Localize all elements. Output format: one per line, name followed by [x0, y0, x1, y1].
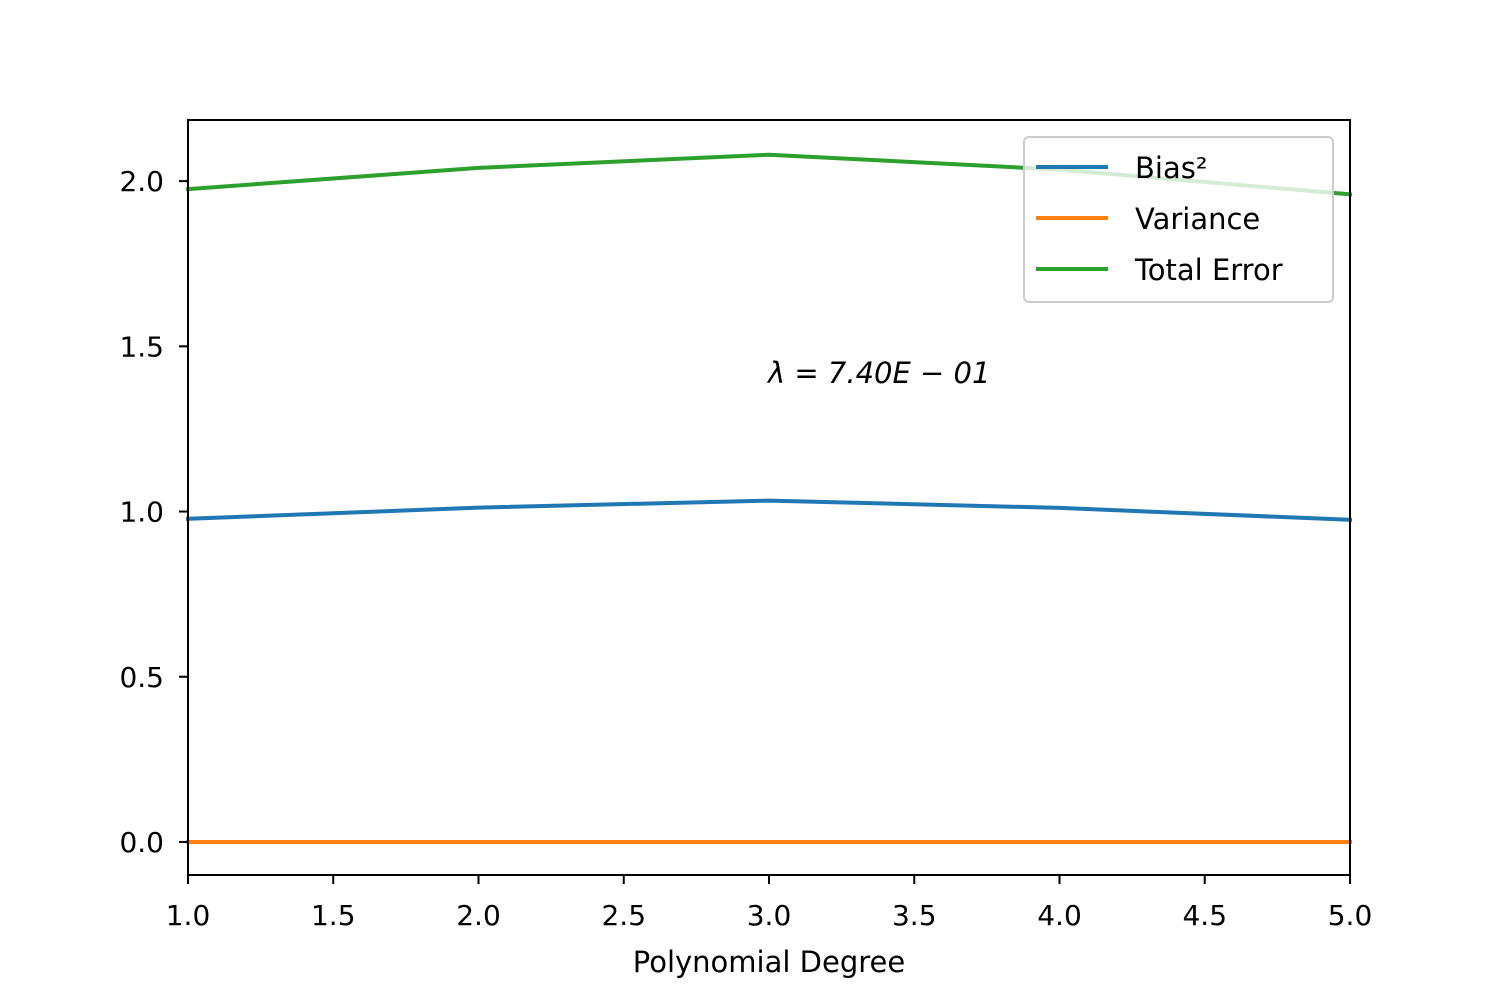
series-line-bias [185, 498, 1353, 522]
y-tick-label: 1.5 [119, 330, 164, 363]
legend-label-variance: Variance [1135, 202, 1260, 236]
y-tick-label: 2.0 [119, 165, 164, 198]
legend-box [1023, 136, 1334, 303]
lambda-annotation: λ = 7.40E − 01 [766, 356, 990, 390]
x-tick-label: 4.5 [1182, 899, 1227, 932]
x-tick-label: 1.5 [311, 899, 356, 932]
legend-label-total-error: Total Error [1134, 253, 1283, 287]
x-tick-label: 2.0 [456, 899, 501, 932]
legend-label-bias: Bias² [1135, 151, 1207, 185]
y-tick-label: 0.5 [119, 661, 164, 694]
x-tick-label: 1.0 [166, 899, 211, 932]
y-tick-label: 1.0 [119, 496, 164, 529]
x-tick-label: 3.5 [892, 899, 937, 932]
x-tick-label: 2.5 [601, 899, 646, 932]
x-tick-label: 4.0 [1037, 899, 1082, 932]
x-tick-label: 5.0 [1328, 899, 1373, 932]
x-tick-label: 3.0 [747, 899, 792, 932]
y-tick-label: 0.0 [119, 826, 164, 859]
legend: Bias² Variance Total Error [1023, 136, 1334, 303]
x-axis-label: Polynomial Degree [633, 945, 905, 979]
axes-layer: 1.0 1.5 2.0 2.5 3.0 3.5 4.0 4.5 5.0 0.0 0.5 1.0 1.5 2… [119, 119, 1373, 932]
